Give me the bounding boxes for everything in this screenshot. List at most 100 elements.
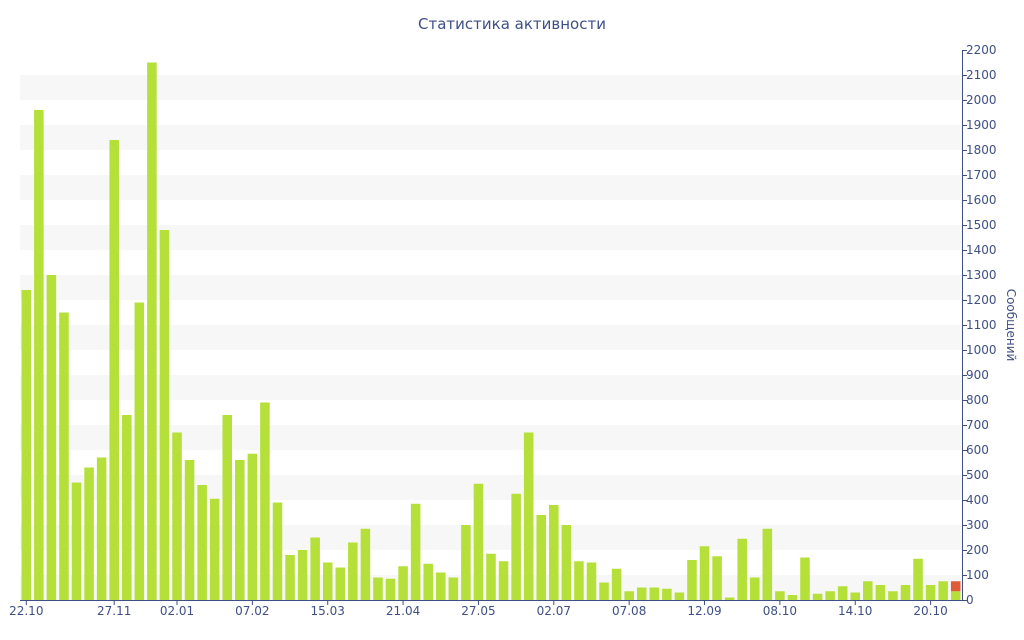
bar[interactable] [775,591,785,600]
y-tick-label: 1800 [966,143,997,157]
bar[interactable] [938,581,948,600]
bar[interactable] [863,581,873,600]
x-tick-label: 07.02 [235,604,269,618]
y-axis-title: Сообщений [1004,289,1018,362]
bar[interactable] [335,567,346,601]
bar[interactable] [209,498,220,600]
bar[interactable] [913,558,923,600]
bar[interactable] [900,585,911,600]
bar[interactable] [272,502,283,601]
bar[interactable] [197,485,207,600]
bar[interactable] [373,577,383,601]
y-tick-label: 2200 [966,43,997,57]
bar[interactable] [348,542,358,601]
bar[interactable] [837,586,848,600]
bar[interactable] [59,312,69,601]
grid-band [20,325,962,350]
y-tick-label: 400 [966,493,989,507]
bar[interactable] [322,562,333,601]
bar[interactable] [599,582,609,601]
bar[interactable] [172,432,182,601]
bar[interactable] [888,591,898,600]
x-tick-label: 27.05 [461,604,495,618]
bar[interactable] [385,578,396,600]
bar[interactable] [34,110,44,600]
grid-band [20,125,962,150]
y-tick-label: 2000 [966,93,997,107]
y-tick-label: 800 [966,393,989,407]
bar[interactable] [712,556,722,600]
bar[interactable] [398,566,408,600]
bar[interactable] [71,482,82,601]
y-tick-label: 1000 [966,343,997,357]
bar[interactable] [950,591,961,600]
bar[interactable] [724,597,735,601]
bar[interactable] [611,568,622,600]
bar[interactable] [109,140,119,600]
bar[interactable] [360,528,371,600]
bar[interactable] [674,592,685,601]
bar[interactable] [46,275,57,600]
bar[interactable] [649,587,660,601]
bar[interactable] [121,415,132,600]
bar[interactable] [222,415,233,600]
bar[interactable] [787,595,798,600]
bar[interactable] [260,402,270,601]
y-tick-label: 1600 [966,193,997,207]
bar[interactable] [84,467,94,601]
bar[interactable] [549,505,559,600]
bar[interactable] [800,557,810,601]
bar-highlight[interactable] [950,581,961,592]
bar[interactable] [134,302,145,601]
bar[interactable] [147,62,157,601]
bar[interactable] [762,528,773,600]
bar[interactable] [636,587,647,601]
bar[interactable] [624,591,634,600]
bar[interactable] [410,503,421,600]
bar[interactable] [561,525,572,600]
bar[interactable] [297,550,308,600]
bar[interactable] [285,555,295,600]
bar[interactable] [448,577,459,601]
grid-band [20,375,962,400]
y-tick-label: 0 [966,593,974,607]
bar[interactable] [21,290,32,600]
bar[interactable] [498,561,509,600]
x-tick-label: 22.10 [9,604,43,618]
bar[interactable] [159,230,170,600]
bar[interactable] [662,588,672,600]
y-tick-label: 1500 [966,218,997,232]
x-tick-label: 27.11 [97,604,131,618]
bar[interactable] [850,592,861,601]
bar[interactable] [96,457,107,601]
bar[interactable] [825,591,835,600]
bar[interactable] [184,460,195,600]
bar-series [21,62,961,601]
bar[interactable] [310,537,320,601]
bar[interactable] [574,561,584,600]
y-tick-label: 1900 [966,118,997,132]
bar[interactable] [586,562,597,601]
bar[interactable] [699,546,710,600]
bar[interactable] [523,432,534,601]
y-tick-label: 1300 [966,268,997,282]
bar[interactable] [812,593,823,600]
bar[interactable] [473,483,484,600]
bar[interactable] [687,560,697,600]
bar[interactable] [925,585,936,600]
bar[interactable] [247,453,258,600]
bar[interactable] [749,577,760,601]
bar[interactable] [235,460,245,600]
bar[interactable] [737,538,747,600]
bar[interactable] [486,553,496,600]
bar[interactable] [511,493,521,600]
bar[interactable] [461,525,471,600]
bar[interactable] [423,563,433,600]
bar[interactable] [536,515,547,600]
x-tick-label: 20.10 [913,604,947,618]
bar[interactable] [875,585,886,600]
x-tick-label: 02.07 [537,604,571,618]
bar[interactable] [435,572,446,601]
